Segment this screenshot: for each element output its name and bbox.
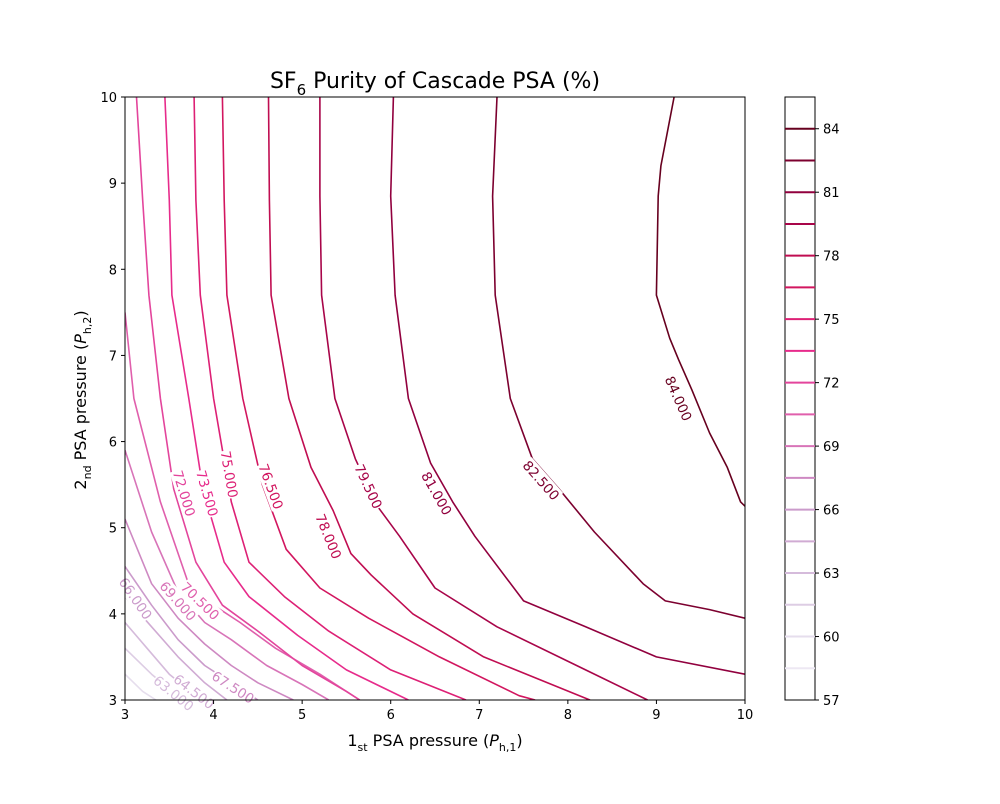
contour-label-gap [177,578,224,624]
contour-line [125,449,330,700]
contour-label-gap [351,461,386,512]
x-tick-label: 7 [475,708,483,723]
contour-label-text: 76.500 [254,462,285,512]
contour-line [267,97,591,700]
x-tick-label: 5 [298,708,306,723]
x-tick-label: 4 [209,708,217,723]
y-tick-label: 7 [109,349,117,364]
colorbar-tick-label: 78 [823,250,840,265]
x-tick-label: 10 [737,708,754,723]
x-tick-label: 3 [121,708,129,723]
y-tick-label: 5 [109,522,117,537]
colorbar-tick-label: 63 [823,567,840,582]
contour-label-text: 82.500 [519,458,562,504]
contour-label-gap [170,670,218,713]
colorbar-tick-label: 69 [823,440,840,455]
y-axis: 3 4 5 6 7 8 9 10 [100,91,125,709]
y-tick-label: 4 [109,608,117,623]
contour-label-gap [312,511,346,562]
contour-line [164,97,409,700]
contour-line [389,97,745,675]
contour-label-gap [417,468,456,519]
contour-label: 76.500 [254,461,287,512]
contour-label-gap [208,667,258,707]
x-axis-label: 1st PSA pressure (Ph,1) [347,731,522,754]
y-tick-label: 3 [109,694,117,709]
x-axis: 3 4 5 6 7 8 9 10 [121,700,753,723]
contour-line [125,673,157,700]
contour-label-gap [661,373,696,424]
contour-line [135,97,361,700]
contour-line [125,312,361,700]
contour-label-gap [169,468,199,519]
colorbar-tick-label: 66 [823,504,840,519]
contour-label-text: 78.000 [311,512,344,562]
contour-label-gap [217,449,242,500]
colorbar-frame [784,96,816,701]
contour-label-gap [255,461,287,512]
contour-label: 78.000 [311,511,346,562]
contour-label: 79.500 [350,461,386,512]
colorbar: 57 60 63 66 69 72 75 78 81 84 [784,96,840,709]
colorbar-tick-label: 60 [823,631,840,646]
contour-label-gap [150,671,198,715]
colorbar-tick-label: 75 [823,313,840,328]
contour-label: 81.000 [417,468,456,518]
contour-label: 82.500 [519,457,564,504]
chart-title: SF6 Purity of Cascade PSA (%) [270,69,600,99]
contour-line [655,97,745,507]
contour-line [491,97,745,619]
contour-label-text: 66.000 [115,575,155,623]
y-tick-label: 10 [100,91,117,106]
contour-label-text: 84.000 [661,374,695,424]
contour-label-gap [519,457,564,504]
contour-label: 84.000 [661,373,696,424]
contour-line [319,97,648,700]
colorbar-tick-label: 57 [823,694,840,709]
contour-label-gap [193,468,222,519]
contour-line [221,97,536,700]
x-tick-label: 9 [652,708,660,723]
y-tick-label: 9 [109,177,117,192]
colorbar-tick-label: 84 [823,123,840,138]
contour-line [125,518,294,700]
contour-line [193,97,467,700]
contour-label: 75.000 [217,449,242,500]
x-tick-label: 8 [564,708,572,723]
colorbar-tick-label: 81 [823,186,840,201]
plot-frame [124,96,746,701]
x-tick-label: 6 [387,708,395,723]
y-tick-label: 8 [109,263,117,278]
contour-label-text: 79.500 [350,462,384,512]
colorbar-ticks: 57 60 63 66 69 72 75 78 81 84 [815,123,840,709]
colorbar-tick-label: 72 [823,377,840,392]
contour-label-gap [115,574,156,623]
colorbar-level-lines [785,127,815,670]
y-axis-label: 2nd PSA pressure (Ph,2) [71,310,94,489]
contour-label-gap [156,577,200,625]
y-tick-label: 6 [109,436,117,451]
contour-label-text: 75.000 [217,450,241,499]
